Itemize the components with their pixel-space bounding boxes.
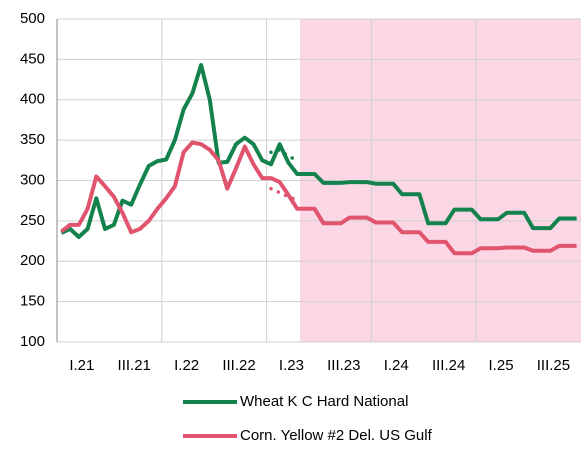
x-tick-label: I.23 bbox=[279, 357, 304, 374]
y-tick-label: 100 bbox=[20, 333, 45, 350]
line-series bbox=[60, 140, 577, 256]
x-tick-label: I.21 bbox=[69, 357, 94, 374]
x-tick-label: III.23 bbox=[327, 357, 360, 374]
y-tick-label: 150 bbox=[20, 293, 45, 310]
legend-label: Wheat K C Hard National bbox=[240, 393, 408, 410]
y-tick-label: 350 bbox=[20, 131, 45, 148]
y-tick-label: 500 bbox=[20, 10, 45, 27]
x-tick-label: III.21 bbox=[118, 357, 151, 374]
y-tick-label: 450 bbox=[20, 50, 45, 67]
line-series bbox=[60, 63, 577, 239]
x-tick-label: I.24 bbox=[384, 357, 409, 374]
x-tick-label: III.22 bbox=[222, 357, 255, 374]
line-series bbox=[269, 148, 299, 163]
line-series bbox=[269, 186, 299, 202]
y-tick-label: 400 bbox=[20, 91, 45, 108]
x-tick-label: I.22 bbox=[174, 357, 199, 374]
x-tick-label: III.24 bbox=[432, 357, 465, 374]
legend-label: Corn. Yellow #2 Del. US Gulf bbox=[240, 427, 433, 444]
y-tick-label: 300 bbox=[20, 171, 45, 188]
y-tick-label: 200 bbox=[20, 252, 45, 269]
x-tick-label: III.25 bbox=[537, 357, 570, 374]
y-tick-label: 250 bbox=[20, 212, 45, 229]
x-tick-label: I.25 bbox=[489, 357, 514, 374]
